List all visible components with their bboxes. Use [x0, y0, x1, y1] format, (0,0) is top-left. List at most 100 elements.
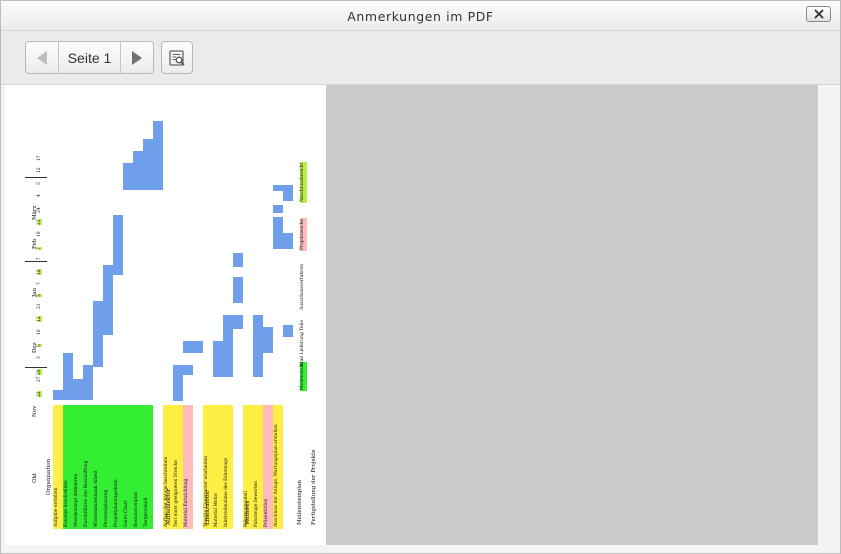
gantt-bar: [223, 315, 233, 377]
day-label: 12: [37, 316, 43, 322]
tag-projektwoche: Projektwoche: [300, 217, 307, 251]
day-label: 7: [37, 247, 43, 250]
task-color-block: [223, 405, 233, 529]
task-label: Durchführen der Beschaffung: [84, 460, 89, 527]
day-label: 29: [37, 369, 43, 375]
search-document-icon: [169, 49, 185, 66]
month-jan: Jan: [32, 287, 38, 297]
task-label: Test einer geeigneten Strecke: [174, 460, 179, 527]
task-color-block: [93, 405, 103, 529]
task-label: Ressourcenplan: [134, 491, 139, 527]
page-navigator: Seite 1: [25, 41, 154, 74]
task-label: Aufgabe erstellen: [54, 487, 59, 527]
gantt-bar: [173, 365, 183, 401]
task-color-block: [113, 405, 123, 529]
day-label: 4: [37, 194, 42, 197]
task-color-block: [203, 405, 213, 529]
gantt-bar: [213, 341, 223, 377]
day-label: 10: [37, 269, 43, 275]
gantt-bar: [273, 185, 283, 191]
gantt-bar: [253, 315, 263, 377]
day-label: 5: [37, 344, 43, 347]
legend-label: Meilensteinplan: [297, 480, 303, 525]
axis-separator: [25, 261, 47, 262]
month-okt: Okt: [32, 472, 38, 483]
axis-separator: [25, 177, 47, 178]
task-label: Fahrzeuge bewerten: [254, 481, 259, 527]
gantt-bar: [73, 379, 83, 400]
arrow-left-icon: [37, 50, 47, 65]
page-label: Seite 1: [58, 42, 121, 73]
gantt-bar: [133, 151, 143, 190]
day-label: 21: [37, 219, 43, 225]
previous-page-button[interactable]: [26, 42, 58, 73]
task-label: Material Entwicklung: [184, 478, 189, 527]
task-color-block: [133, 405, 143, 529]
gantt-bar: [233, 253, 243, 267]
task-label: Wissensdatenbank Arbeit: [94, 470, 99, 527]
task-label: Abschluss der Anlage, Wartungsplan erste…: [274, 424, 279, 527]
gantt-bar: [183, 365, 193, 375]
task-label: Personalplanung: [104, 489, 109, 527]
arrow-right-icon: [132, 50, 142, 65]
task-label: Konzept beschreiben: [64, 480, 69, 527]
titlebar: Anmerkungen im PDF: [1, 1, 840, 31]
gantt-bar: [143, 139, 153, 190]
gantt-bar: [273, 205, 283, 213]
gantt-bar: [263, 327, 273, 353]
gantt-bar: [93, 301, 103, 367]
pdf-page: Aufgabe erstellen Konzept beschreiben Mess…: [5, 85, 326, 545]
gantt-bar: [233, 277, 243, 303]
group-heading-organisation: Organisation: [46, 458, 52, 495]
task-color-block: [213, 405, 223, 529]
close-button[interactable]: [806, 6, 831, 22]
task-color-block: [83, 405, 93, 529]
group-heading-linearmotor: Linearmotor: [205, 490, 211, 525]
gantt-bar: [233, 315, 243, 329]
task-color-block: [263, 405, 273, 529]
search-annotations-button[interactable]: [161, 41, 193, 74]
day-label: 24: [37, 207, 42, 213]
tag-ausschuss: Ausschussverfahren: [300, 263, 305, 310]
day-label: 3: [37, 294, 43, 297]
pdf-viewer[interactable]: Aufgabe erstellen Konzept beschreiben Mess…: [1, 85, 840, 553]
gantt-bar: [283, 185, 293, 201]
day-label: 22: [37, 391, 43, 397]
task-color-block: [173, 405, 183, 529]
task-color-block: [253, 405, 263, 529]
next-page-button[interactable]: [121, 42, 153, 73]
task-label: Gantt-Chart: [124, 500, 129, 527]
day-label: 17: [37, 155, 42, 161]
task-label: Testprotokoll: [144, 497, 149, 527]
gantt-bar: [83, 365, 93, 400]
task-label: Messkonzept definieren: [74, 473, 79, 527]
close-icon: [814, 9, 823, 19]
task-label: Inbetriebnahme des Fahrzeugs: [224, 457, 229, 527]
month-nov: Nov: [32, 405, 38, 417]
task-label: Material Motor: [214, 492, 219, 527]
gantt-bar: [283, 325, 293, 337]
gantt-bar: [113, 215, 123, 275]
task-color-block: [53, 405, 63, 529]
task-color-block: [143, 405, 153, 529]
tag-lieferung: Mail Lieferung Teile: [300, 319, 305, 366]
window-title: Anmerkungen im PDF: [347, 9, 494, 24]
gantt-bar: [193, 341, 203, 353]
gantt-bar: [123, 163, 133, 190]
month-feb: Feb: [32, 238, 38, 249]
task-color-block: [183, 405, 193, 529]
task-color-block: [273, 405, 283, 529]
day-label: 27: [37, 376, 42, 382]
task-color-block: [73, 405, 83, 529]
day-label: 3: [37, 356, 42, 359]
day-label: 12: [37, 167, 42, 173]
task-color-block: [243, 405, 253, 529]
group-heading-weiteres: Weiteres: [245, 500, 251, 525]
gantt-bar: [53, 390, 63, 400]
gantt-bar: [103, 265, 113, 335]
gantt-bar: [283, 233, 293, 249]
task-color-block: [123, 405, 133, 529]
month-maerz: März: [32, 205, 38, 220]
day-label: 10: [37, 231, 42, 237]
